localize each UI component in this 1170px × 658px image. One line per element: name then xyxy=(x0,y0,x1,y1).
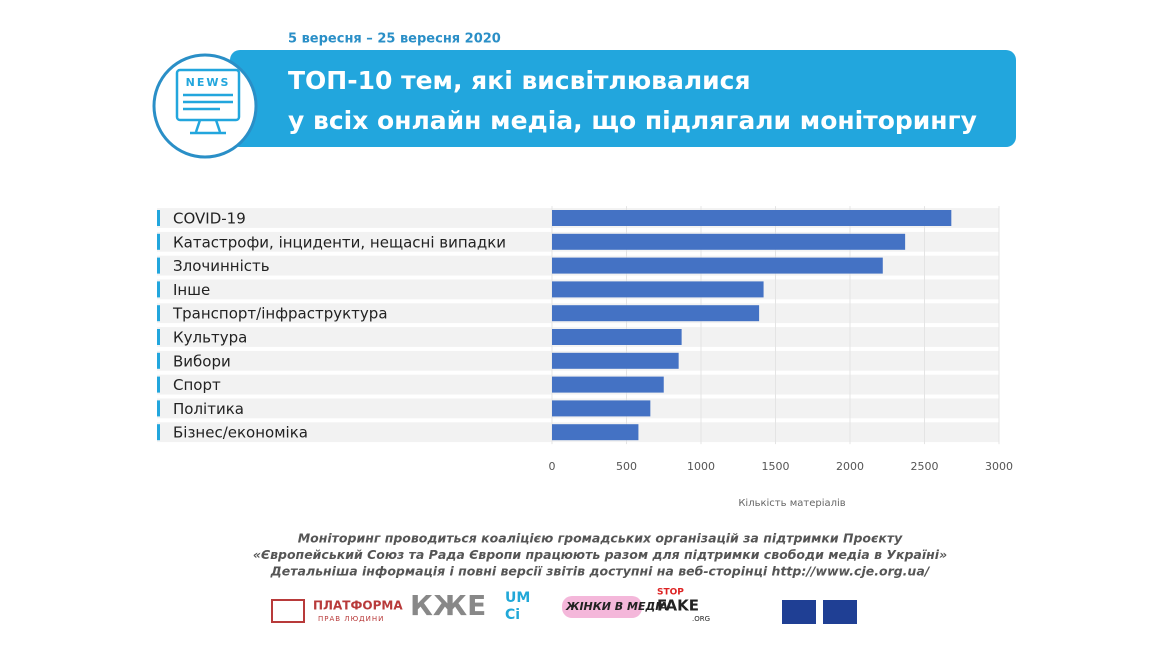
y-tick-label: Політика xyxy=(173,400,244,418)
logo-text: КЖЕ xyxy=(410,589,486,622)
x-tick-label: 1500 xyxy=(762,460,790,473)
logos: ПЛАТФОРМА ПРАВ ЛЮДИНИ КЖЕ UM Ci ЖІНКИ В … xyxy=(271,588,857,624)
title-line: ТОП-10 тем, які висвітлювалися xyxy=(288,66,751,95)
y-tick-label: Катастрофи, інциденти, нещасні випадки xyxy=(173,233,506,251)
logo-text: UM xyxy=(505,590,530,606)
bar xyxy=(552,400,651,417)
logo-text: ПЛАТФОРМА xyxy=(313,599,403,613)
y-tick-label: Транспорт/інфраструктура xyxy=(172,305,388,323)
chart: 0 500 1000 1500 2000 2500 3000 Кількість матері… xyxy=(157,206,1013,509)
y-tick-label: Інше xyxy=(173,281,210,299)
x-tick-label: 500 xyxy=(616,460,637,473)
row-marker xyxy=(157,210,160,226)
x-axis-label: Кількість матеріалів xyxy=(738,497,845,509)
row-marker xyxy=(157,376,160,393)
footer-line: Детальніша інформація і повні версії зві… xyxy=(270,564,931,579)
row-marker xyxy=(157,400,160,417)
news-icon xyxy=(175,68,241,135)
bar xyxy=(552,257,883,274)
coe-flag xyxy=(823,600,857,624)
bar xyxy=(552,352,679,369)
icon-circle xyxy=(152,53,258,159)
row-marker xyxy=(157,233,160,250)
y-tick-label: COVID-19 xyxy=(173,210,246,228)
logo-bg xyxy=(562,596,642,618)
bar xyxy=(552,329,682,345)
row-marker xyxy=(157,424,160,441)
logo-text: FAKE xyxy=(657,597,699,615)
footer-line: Моніторинг проводиться коаліцією громадс… xyxy=(298,531,903,546)
x-tick-label: 3000 xyxy=(985,460,1013,473)
logo-text: ЖІНКИ В МЕДІА xyxy=(565,600,668,613)
x-tick-label: 2500 xyxy=(911,460,939,473)
y-tick-label: Злочинність xyxy=(173,257,270,275)
logo-text: Ci xyxy=(505,607,520,623)
bar xyxy=(552,424,639,441)
x-tick-label: 0 xyxy=(549,460,556,473)
bar xyxy=(552,305,760,322)
footer-line: «Європейський Союз та Рада Європи працюю… xyxy=(253,547,947,562)
row-marker xyxy=(157,329,160,345)
y-tick-label: Вибори xyxy=(173,352,231,370)
row-marker xyxy=(157,352,160,369)
x-tick-label: 1000 xyxy=(687,460,715,473)
y-tick-label: Бізнес/економіка xyxy=(173,424,308,442)
bar xyxy=(552,233,906,250)
logo-text: .ORG xyxy=(692,615,710,623)
y-tick-label: Культура xyxy=(173,329,247,347)
bar xyxy=(552,210,952,226)
x-tick-label: 2000 xyxy=(836,460,864,473)
row-marker xyxy=(157,281,160,298)
row-marker xyxy=(157,257,160,274)
eu-flag xyxy=(782,600,816,624)
y-tick-label: Спорт xyxy=(173,376,221,394)
icon-text: NEWS xyxy=(186,76,231,89)
date: 5 вересня – 25 вересня 2020 xyxy=(288,32,501,47)
row-marker xyxy=(157,305,160,322)
title-line: у всіх онлайн медіа, що підлягали моніто… xyxy=(288,106,977,135)
banner xyxy=(230,50,1016,147)
logo-text: STOP xyxy=(657,588,684,598)
footer: Моніторинг проводиться коаліцією громадс… xyxy=(253,531,947,579)
logo-text: ПРАВ ЛЮДИНИ xyxy=(318,615,384,623)
bar xyxy=(552,281,764,298)
bar xyxy=(552,376,664,393)
